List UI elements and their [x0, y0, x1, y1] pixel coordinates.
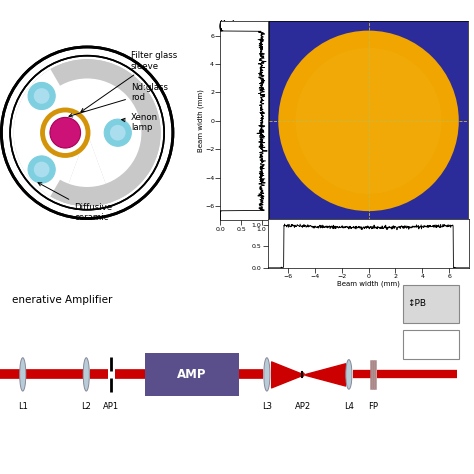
Ellipse shape	[83, 358, 90, 391]
Circle shape	[110, 125, 126, 141]
Circle shape	[50, 118, 81, 148]
Text: enerative Amplifier: enerative Amplifier	[12, 295, 112, 305]
Text: (b): (b)	[218, 19, 238, 33]
Text: AP2: AP2	[295, 402, 311, 411]
Circle shape	[104, 119, 131, 146]
Text: L2: L2	[82, 402, 91, 411]
Text: AMP: AMP	[177, 368, 207, 381]
FancyBboxPatch shape	[403, 330, 459, 359]
Text: L3: L3	[262, 402, 272, 411]
Text: Diffusive
ceramic: Diffusive ceramic	[38, 182, 112, 222]
FancyBboxPatch shape	[145, 353, 239, 396]
Ellipse shape	[20, 358, 26, 391]
Y-axis label: Beam width (mm): Beam width (mm)	[197, 90, 203, 152]
Circle shape	[10, 56, 164, 210]
Circle shape	[1, 47, 173, 219]
Wedge shape	[14, 69, 87, 196]
Text: Xenon
lamp: Xenon lamp	[122, 112, 158, 132]
Circle shape	[28, 156, 55, 183]
Text: FP: FP	[368, 402, 378, 411]
Circle shape	[33, 79, 141, 187]
Ellipse shape	[346, 360, 352, 389]
Text: AP1: AP1	[103, 402, 119, 411]
Circle shape	[33, 79, 141, 187]
Wedge shape	[62, 133, 112, 206]
Text: Nd:glass
rod: Nd:glass rod	[69, 83, 168, 117]
Text: Filter glass
sleeve: Filter glass sleeve	[81, 51, 177, 112]
Text: ↕PB: ↕PB	[408, 300, 427, 309]
Wedge shape	[69, 133, 106, 187]
Text: L4: L4	[344, 402, 354, 411]
Circle shape	[28, 82, 55, 109]
Wedge shape	[50, 59, 161, 206]
Circle shape	[14, 59, 161, 206]
Text: L1: L1	[18, 402, 27, 411]
Circle shape	[296, 48, 441, 194]
Ellipse shape	[264, 358, 270, 391]
FancyBboxPatch shape	[403, 284, 459, 323]
Circle shape	[278, 31, 459, 211]
Circle shape	[34, 162, 49, 177]
X-axis label: Beam width (mm): Beam width (mm)	[337, 281, 400, 287]
Circle shape	[34, 88, 49, 104]
